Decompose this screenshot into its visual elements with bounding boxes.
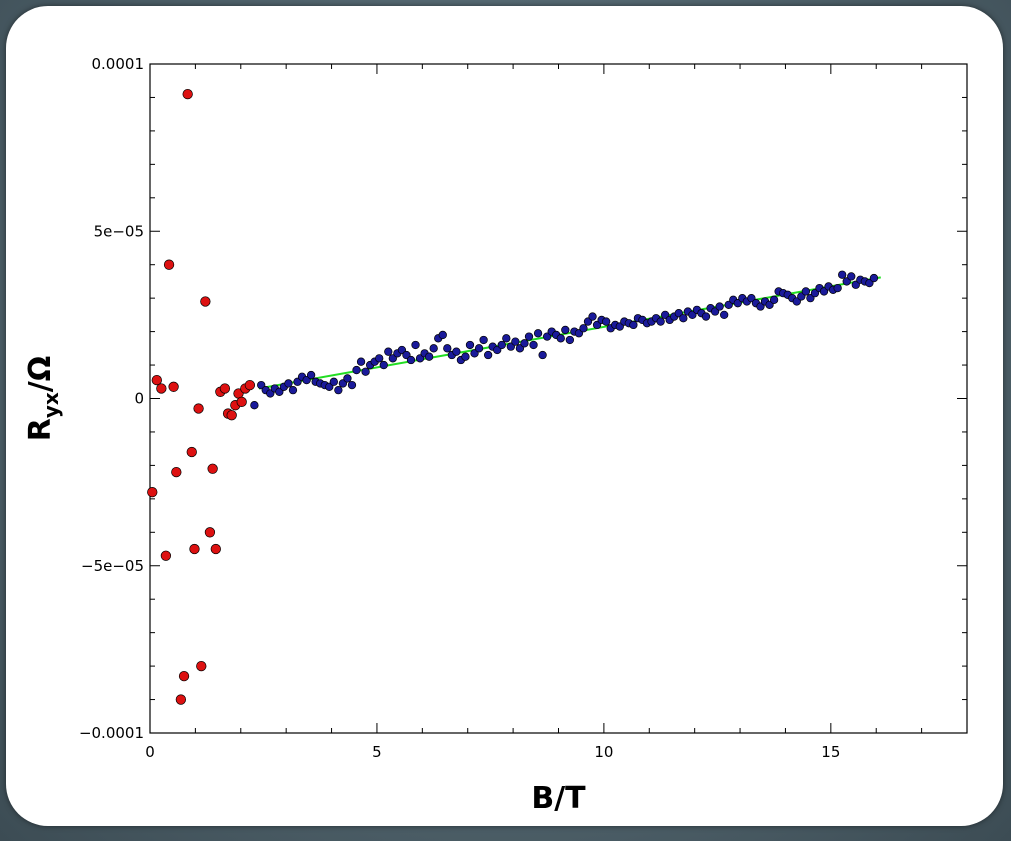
x-axis-title: B/T bbox=[531, 781, 586, 816]
data-point-blue bbox=[465, 340, 475, 350]
y-tick-label: 5e−05 bbox=[94, 222, 144, 240]
data-point-blue bbox=[701, 312, 711, 321]
data-point-red bbox=[151, 374, 162, 386]
data-point-blue bbox=[452, 347, 461, 356]
data-point-blue bbox=[483, 350, 493, 360]
data-point-blue bbox=[769, 295, 779, 304]
data-point-blue bbox=[629, 320, 638, 330]
data-point-blue bbox=[474, 344, 484, 353]
data-point-blue bbox=[847, 272, 856, 281]
data-point-blue bbox=[579, 324, 588, 333]
data-point-red bbox=[168, 381, 179, 392]
data-point-blue bbox=[511, 337, 520, 346]
data-point-blue bbox=[384, 347, 393, 356]
x-tick-label: 15 bbox=[821, 743, 840, 761]
data-point-blue bbox=[497, 340, 506, 350]
data-point-blue bbox=[556, 334, 565, 343]
data-point-red bbox=[163, 259, 175, 270]
data-point-blue bbox=[588, 312, 597, 321]
data-point-blue bbox=[438, 330, 447, 340]
data-point-red bbox=[160, 550, 172, 561]
data-point-red bbox=[156, 383, 167, 394]
data-point-blue bbox=[520, 339, 529, 348]
data-point-red bbox=[147, 487, 158, 498]
data-point-blue bbox=[602, 317, 611, 326]
data-point-blue bbox=[529, 340, 538, 350]
data-point-red bbox=[182, 88, 193, 100]
tick-labels: 0 5 10 15 0.0001 5e−05 0 −5e−05 −0.0001 bbox=[79, 55, 840, 761]
data-point-blue bbox=[801, 287, 811, 296]
data-point-blue bbox=[533, 329, 543, 338]
data-point-blue bbox=[679, 314, 688, 323]
data-point-blue bbox=[411, 340, 420, 350]
data-point-red bbox=[193, 403, 204, 414]
data-point-red bbox=[186, 446, 197, 458]
y-tick-label: −5e−05 bbox=[81, 557, 144, 575]
x-tick-label: 5 bbox=[372, 743, 382, 761]
data-point-blue bbox=[502, 334, 511, 343]
data-point-blue bbox=[375, 354, 384, 363]
data-point-blue bbox=[250, 401, 259, 410]
data-point-red bbox=[236, 396, 247, 407]
y-tick-label: 0.0001 bbox=[92, 55, 145, 73]
data-point-blue bbox=[284, 379, 293, 388]
data-point-blue bbox=[329, 377, 338, 386]
data-point-red bbox=[219, 383, 231, 394]
data-point-blue bbox=[869, 273, 879, 283]
data-point-red bbox=[226, 410, 237, 421]
data-point-blue bbox=[343, 374, 352, 383]
data-point-blue bbox=[838, 270, 847, 279]
data-point-blue bbox=[288, 385, 298, 395]
data-point-red bbox=[207, 463, 218, 474]
data-point-blue bbox=[406, 355, 416, 365]
data-point-red bbox=[178, 670, 190, 682]
data-point-blue bbox=[833, 283, 842, 293]
y-axis-title: Ryx/Ω bbox=[23, 356, 63, 442]
data-point-blue bbox=[720, 310, 729, 320]
data-point-blue bbox=[334, 385, 343, 395]
data-points bbox=[147, 88, 879, 705]
data-point-blue bbox=[347, 380, 357, 390]
y-tick-label: 0 bbox=[134, 390, 144, 408]
data-point-red bbox=[175, 694, 187, 705]
data-point-blue bbox=[356, 357, 366, 366]
y-tick-label: −0.0001 bbox=[79, 724, 144, 742]
plot-area bbox=[149, 63, 968, 734]
data-point-blue bbox=[715, 302, 724, 311]
data-point-blue bbox=[461, 352, 470, 361]
data-point-blue bbox=[379, 360, 388, 370]
data-point-blue bbox=[524, 332, 534, 341]
data-point-red bbox=[171, 466, 182, 478]
x-tick-label: 10 bbox=[594, 743, 613, 761]
data-point-blue bbox=[479, 335, 488, 345]
data-point-blue bbox=[538, 350, 547, 360]
data-point-blue bbox=[352, 365, 361, 375]
data-point-red bbox=[244, 379, 256, 391]
chart-card bbox=[6, 6, 1003, 826]
y-axis-title-subscript: yx bbox=[39, 392, 63, 418]
data-point-red bbox=[196, 660, 207, 672]
data-point-blue bbox=[656, 317, 665, 326]
y-axis-title-unit: /Ω bbox=[23, 356, 58, 392]
data-point-red bbox=[200, 296, 211, 307]
data-point-red bbox=[204, 527, 216, 538]
axis-ticks bbox=[149, 63, 968, 734]
y-axis-title-main: R bbox=[23, 418, 58, 441]
data-point-blue bbox=[561, 325, 570, 335]
data-point-blue bbox=[565, 335, 574, 345]
data-point-blue bbox=[443, 344, 452, 353]
data-point-blue bbox=[306, 370, 316, 380]
data-point-red bbox=[189, 543, 200, 555]
x-tick-label: 0 bbox=[145, 743, 155, 761]
data-point-blue bbox=[424, 352, 434, 361]
data-point-blue bbox=[361, 367, 370, 376]
data-point-blue bbox=[429, 344, 438, 353]
data-point-red bbox=[210, 543, 221, 555]
